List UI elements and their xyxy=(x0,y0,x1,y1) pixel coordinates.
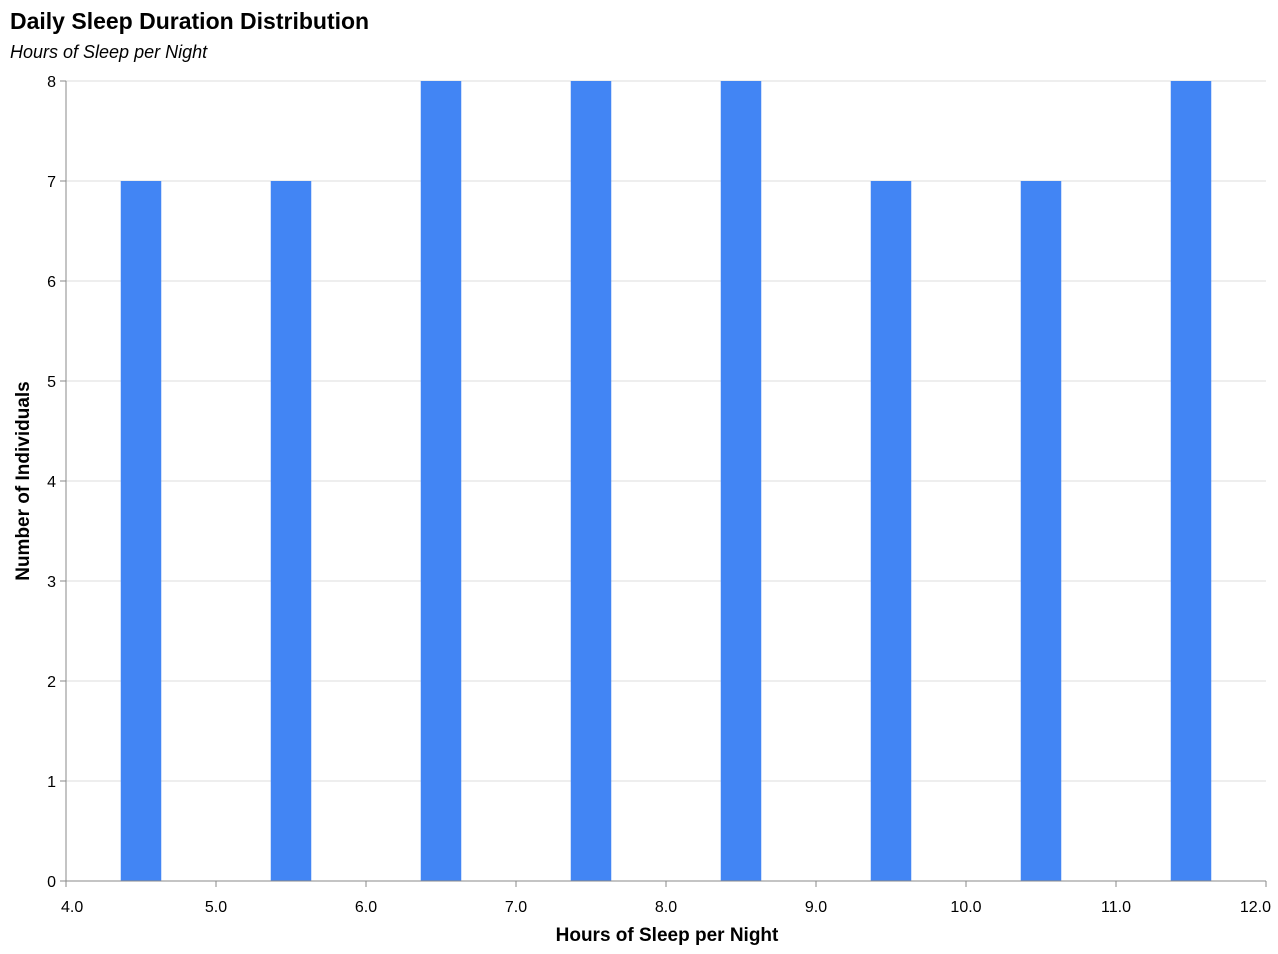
bar xyxy=(570,81,612,881)
grid-lines xyxy=(66,80,1266,882)
x-tick-label: 8.0 xyxy=(655,899,677,916)
y-tick-label: 7 xyxy=(47,174,56,191)
x-tick-label: 9.0 xyxy=(805,899,827,916)
bar xyxy=(420,81,462,881)
x-axis-title: Hours of Sleep per Night xyxy=(556,925,779,946)
x-tick-label: 7.0 xyxy=(505,899,527,916)
y-tick-label: 6 xyxy=(47,274,56,291)
x-tick-label: 5.0 xyxy=(205,899,227,916)
x-tick-label: 6.0 xyxy=(355,899,377,916)
bar xyxy=(1170,81,1212,881)
y-tick-label: 0 xyxy=(47,874,56,891)
bar xyxy=(270,181,312,881)
y-tick-label: 5 xyxy=(47,374,56,391)
y-tick-label: 8 xyxy=(47,74,56,91)
y-tick-label: 4 xyxy=(47,474,56,491)
bar xyxy=(870,181,912,881)
axes: 0 1 2 3 4 5 6 7 8 4.0 5.0 6.0 7.0 8.0 9.0 10.0 11.0 12.0 xyxy=(47,74,1271,916)
y-axis-title: Number of Individuals xyxy=(13,381,34,581)
x-tick-label: 12.0 xyxy=(1240,899,1271,916)
chart-title: Daily Sleep Duration Distribution xyxy=(10,8,369,34)
bar xyxy=(1020,181,1062,881)
y-tick-label: 2 xyxy=(47,674,56,691)
x-tick-label: 11.0 xyxy=(1101,899,1131,916)
bar xyxy=(120,181,162,881)
bar xyxy=(720,81,762,881)
y-tick-label: 3 xyxy=(47,574,56,591)
x-tick-label: 10.0 xyxy=(950,899,981,916)
bars xyxy=(120,81,1212,881)
x-tick-label: 4.0 xyxy=(61,899,83,916)
y-tick-label: 1 xyxy=(47,774,56,791)
chart-subtitle: Hours of Sleep per Night xyxy=(10,42,208,62)
